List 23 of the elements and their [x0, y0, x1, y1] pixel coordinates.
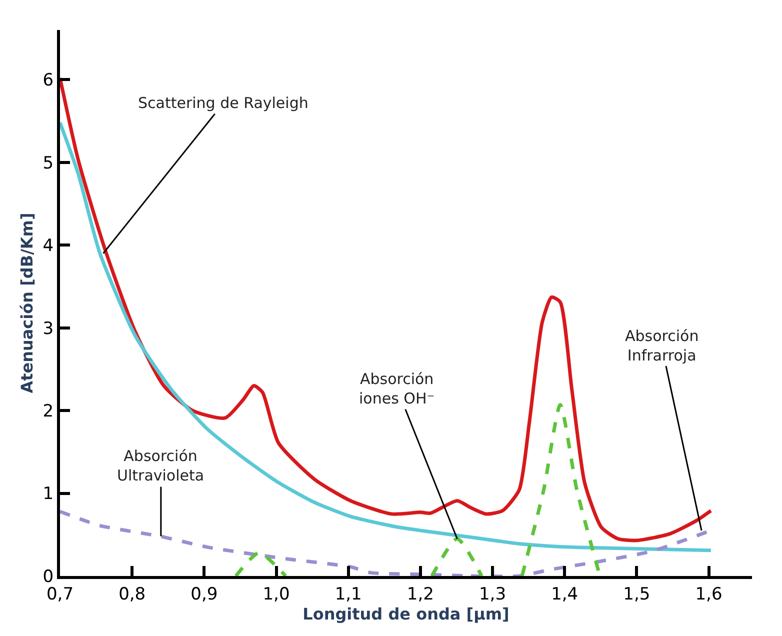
- x-tick-label: 1,2: [406, 584, 434, 604]
- y-tick-label: 1: [42, 484, 54, 504]
- x-tick-label: 0,8: [118, 584, 146, 604]
- annotation: Absorción Ultravioleta: [117, 447, 204, 484]
- x-tick-label: 0,9: [190, 584, 218, 604]
- annotation: Absorción Infrarroja: [625, 327, 699, 364]
- y-tick-label: 5: [42, 153, 54, 174]
- x-tick-label: 1,4: [551, 584, 578, 604]
- x-tick-label: 1,0: [262, 584, 290, 604]
- y-tick-label: 6: [42, 70, 54, 91]
- y-tick-label: 3: [42, 318, 54, 339]
- x-tick-label: 0,7: [46, 584, 74, 604]
- y-tick-label: 0: [42, 566, 54, 587]
- annotation: Absorción iones OH⁻: [359, 370, 435, 408]
- x-tick-label: 1,5: [623, 584, 650, 604]
- y-axis-title: Atenuación [dB/Km]: [18, 212, 37, 394]
- x-tick-label: 1,1: [334, 584, 362, 604]
- x-tick-label: 1,6: [695, 584, 722, 604]
- y-tick-label: 2: [42, 402, 54, 422]
- annotation: Scattering de Rayleigh: [138, 94, 308, 112]
- y-tick-label: 4: [42, 236, 54, 256]
- x-tick-label: 1,3: [478, 584, 506, 604]
- x-axis-title: Longitud de onda [µm]: [302, 604, 510, 624]
